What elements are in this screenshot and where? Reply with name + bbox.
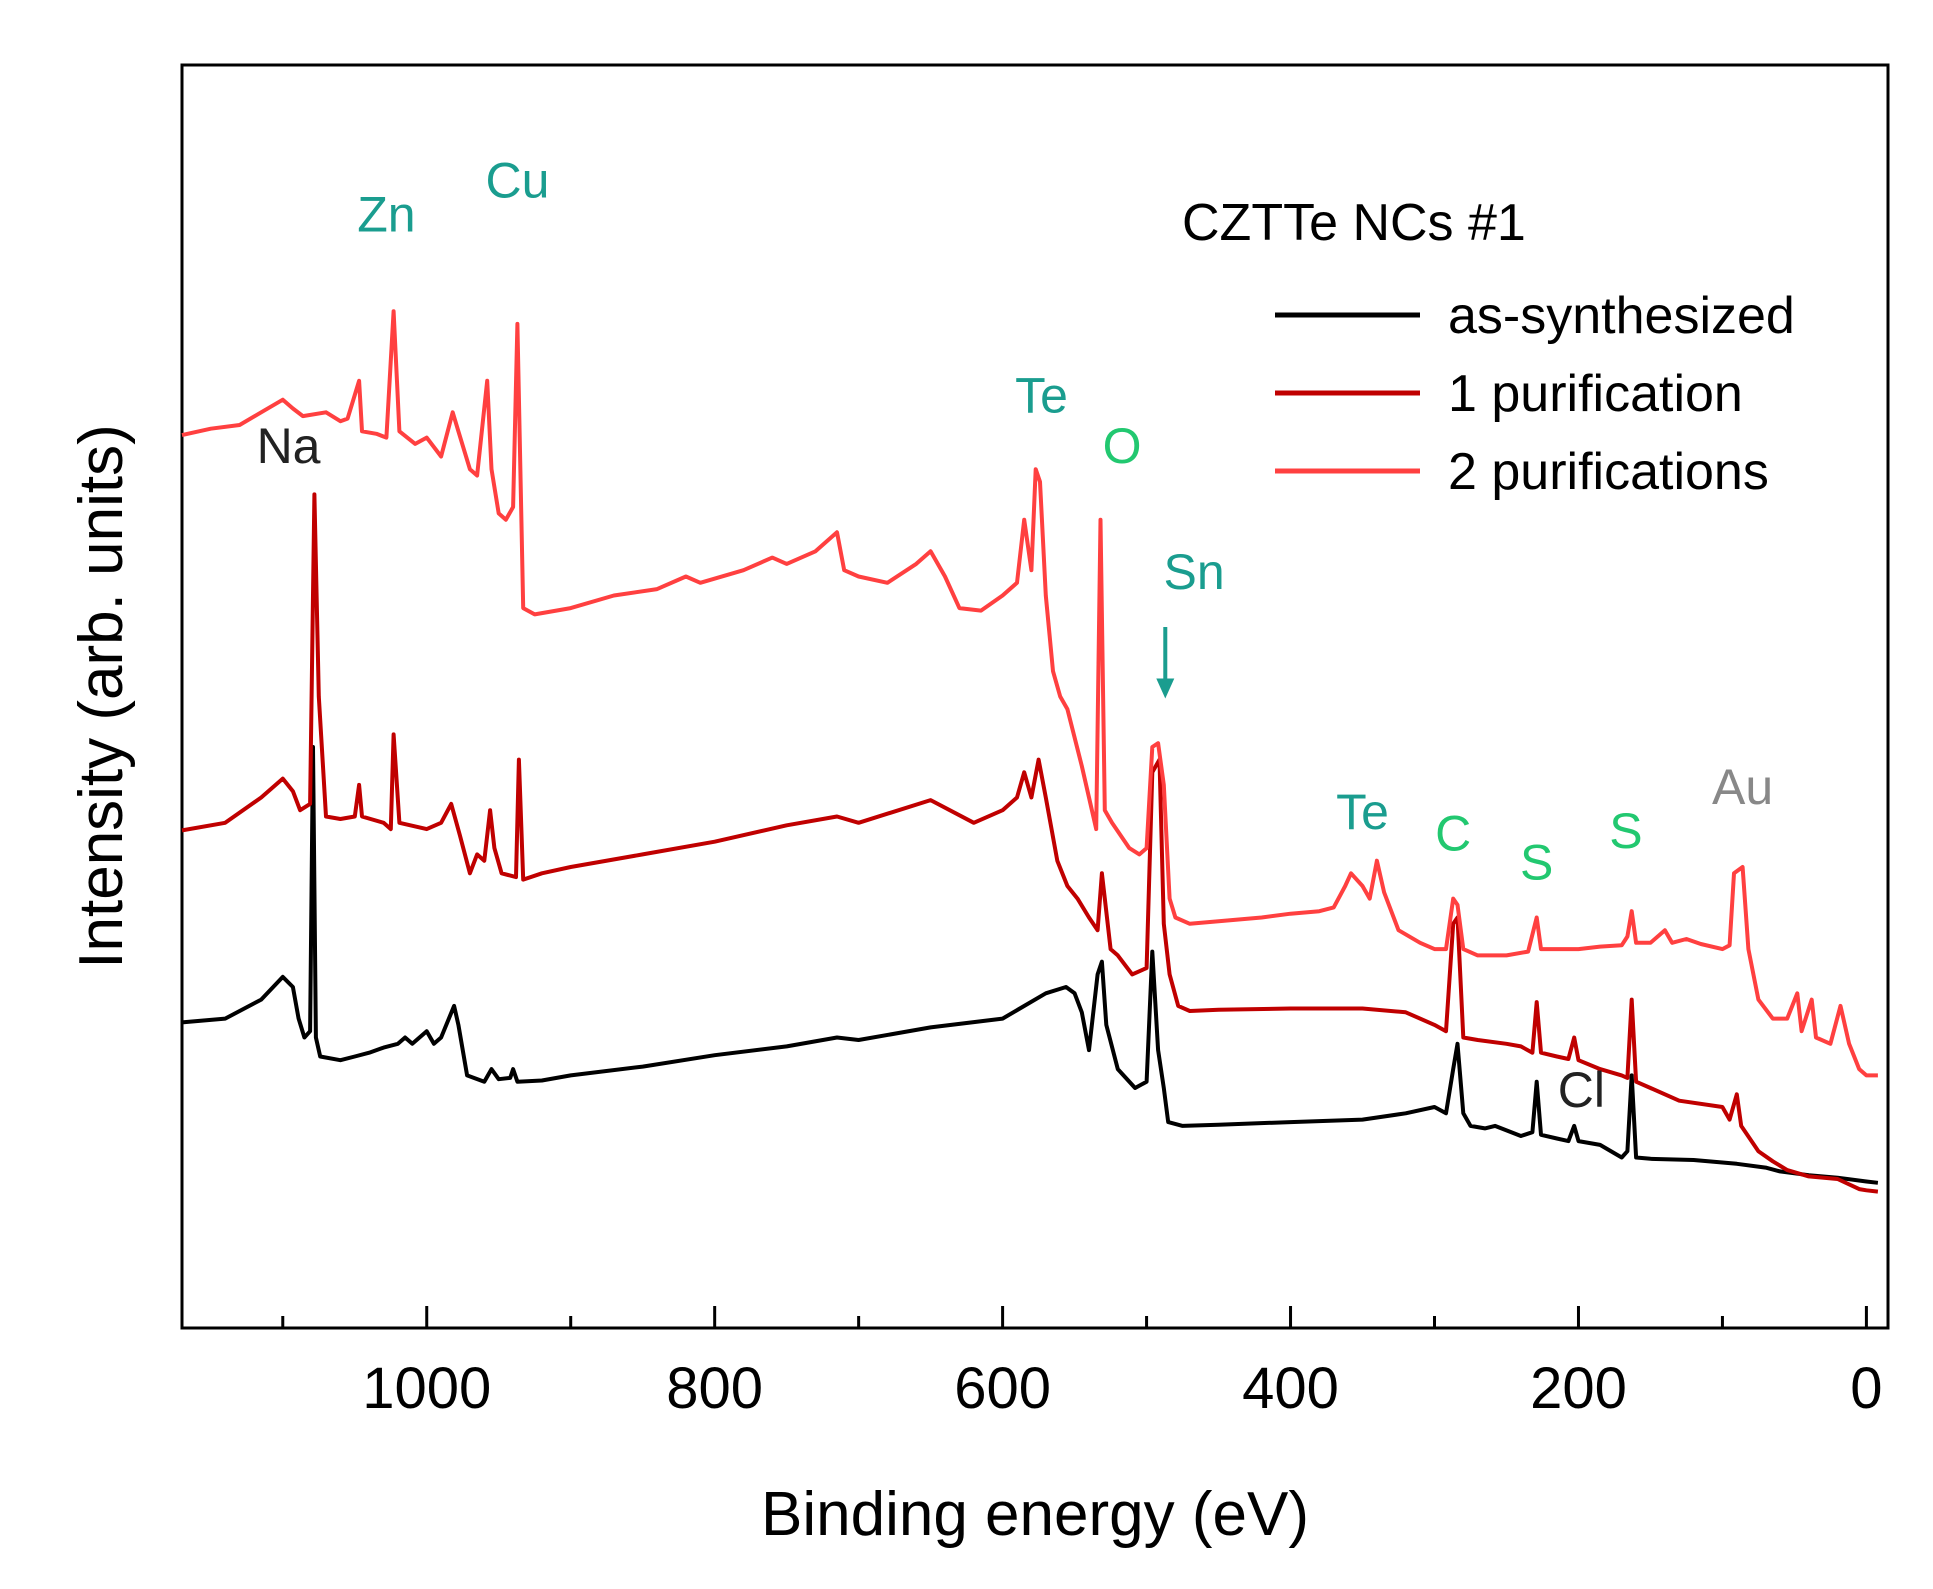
legend-title: CZTTe NCs #1 [1182, 194, 1526, 252]
peak-label-cl: Cl [1558, 1062, 1605, 1118]
x-tick-label: 200 [1530, 1356, 1627, 1421]
series-line-1-purification [181, 492, 1879, 1194]
series-line-2-purifications [181, 309, 1878, 1078]
plot-frame [180, 63, 1890, 1330]
peak-label-s: S [1520, 835, 1553, 891]
x-tick-label: 600 [954, 1356, 1051, 1421]
peak-label-te: Te [1015, 367, 1068, 423]
sn-arrow-head [1156, 678, 1175, 699]
x-axis-title: Binding energy (eV) [761, 1480, 1309, 1549]
x-tick-label: 800 [666, 1356, 763, 1421]
y-axis-title: Intensity (arb. units) [67, 424, 136, 968]
peak-label-na: Na [257, 418, 321, 474]
series-line-as-synthesized [181, 745, 1879, 1185]
peak-label-au: Au [1712, 759, 1773, 815]
legend-entry-1-purification: 1 purification [1448, 365, 1743, 423]
x-tick-label: 1000 [362, 1356, 491, 1421]
legend-entry-2-purifications: 2 purifications [1448, 443, 1769, 501]
x-tick-label: 400 [1242, 1356, 1339, 1421]
peak-label-s: S [1609, 803, 1642, 859]
legend-entry-as-synthesized: as-synthesized [1448, 287, 1795, 345]
peak-label-c: C [1435, 806, 1471, 862]
peak-label-o: O [1103, 418, 1142, 474]
peak-label-cu: Cu [485, 153, 549, 209]
peak-label-te: Te [1336, 784, 1389, 840]
peak-label-zn: Zn [357, 187, 415, 243]
x-tick-label: 0 [1850, 1356, 1882, 1421]
peak-label-sn: Sn [1163, 544, 1224, 600]
